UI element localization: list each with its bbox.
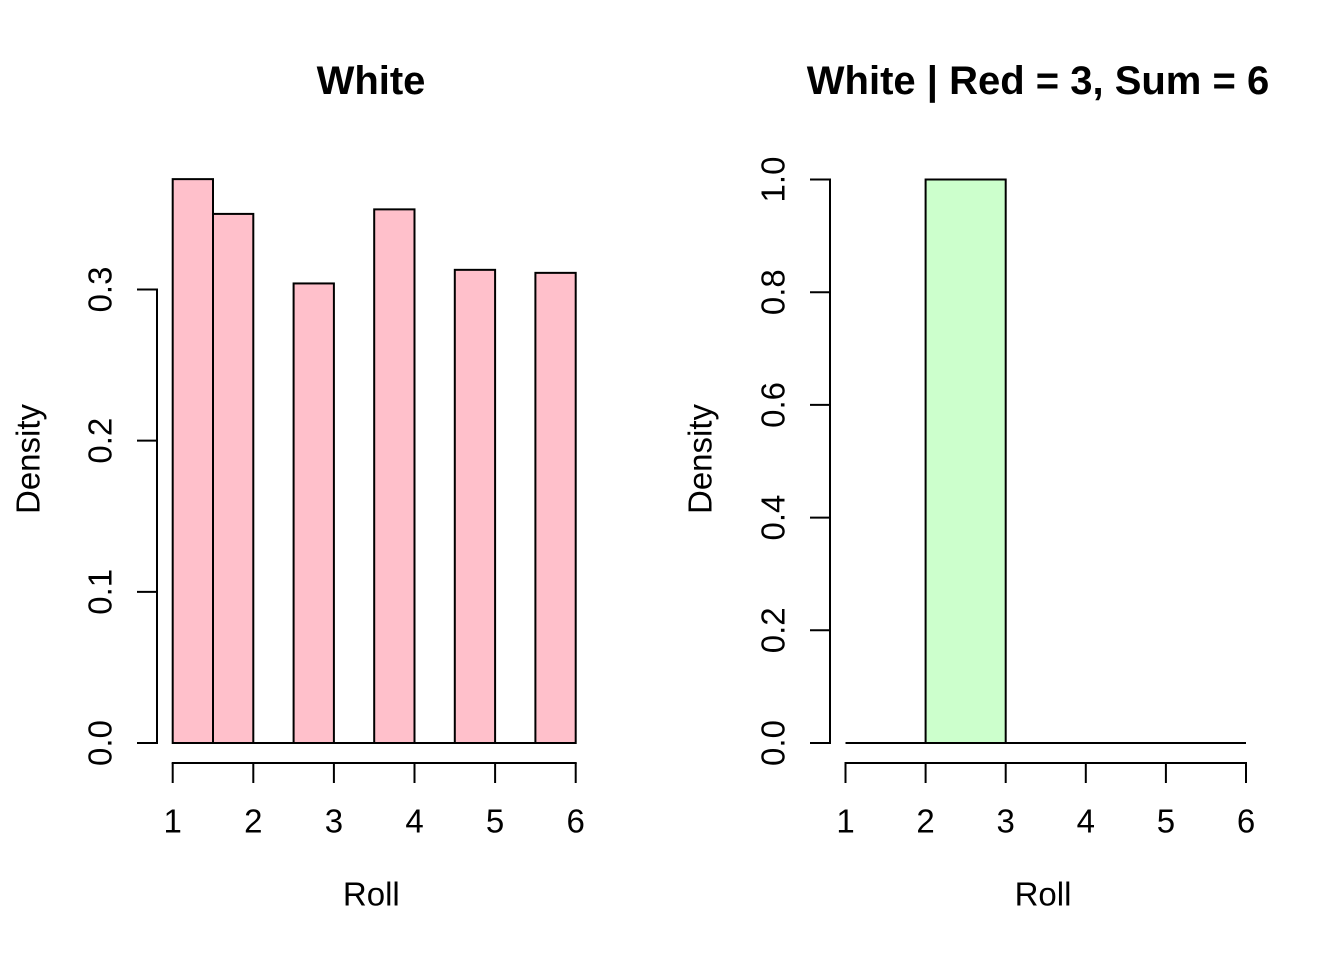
- histogram-bar: [453, 268, 497, 744]
- y-axis-title: Density: [682, 403, 719, 514]
- y-tick-label: 1.0: [755, 157, 792, 203]
- x-tick-label: 1: [836, 803, 854, 840]
- chart-title: White: [317, 59, 426, 103]
- chart-white-conditional: 0.0 0.2 0.4 0.6 0.8 1.0 1 2 3 4 5 6 White | Red = 3,…: [682, 59, 1270, 913]
- x-tick-label: 6: [567, 803, 585, 840]
- histogram-bar: [373, 208, 416, 745]
- x-axis-title: Roll: [1015, 876, 1072, 913]
- chart-title: White | Red = 3, Sum = 6: [807, 59, 1269, 103]
- y-tick-label: 0.2: [82, 418, 119, 464]
- x-tick-label: 3: [997, 803, 1015, 840]
- y-axis-title: Density: [10, 403, 47, 514]
- y-tick-label: 0.4: [755, 495, 792, 541]
- histogram-bar: [534, 271, 577, 744]
- y-tick-label: 0.8: [755, 269, 792, 315]
- y-tick-label: 0.0: [755, 720, 792, 766]
- x-tick-label: 3: [325, 803, 343, 840]
- x-tick-label: 6: [1237, 803, 1255, 840]
- x-tick-label: 4: [405, 803, 423, 840]
- y-tick-label: 0.2: [755, 607, 792, 653]
- histogram-bar: [212, 212, 255, 744]
- y-tick-label: 0.3: [82, 267, 119, 313]
- histogram-bar: [292, 282, 335, 744]
- histogram-bar: [171, 178, 214, 744]
- chart-white-marginal: 0.0 0.1 0.2 0.3 1 2 3 4 5 6 White Roll Density: [10, 59, 585, 913]
- x-tick-label: 5: [486, 803, 504, 840]
- x-tick-label: 4: [1077, 803, 1095, 840]
- x-axis-title: Roll: [343, 876, 400, 913]
- x-tick-label: 5: [1157, 803, 1175, 840]
- x-tick-label: 2: [244, 803, 262, 840]
- x-tick-label: 2: [916, 803, 934, 840]
- y-tick-label: 0.6: [755, 382, 792, 428]
- y-tick-label: 0.0: [82, 720, 119, 766]
- x-tick-label: 1: [164, 803, 182, 840]
- histogram-bar: [924, 178, 1007, 744]
- y-tick-label: 0.1: [82, 569, 119, 615]
